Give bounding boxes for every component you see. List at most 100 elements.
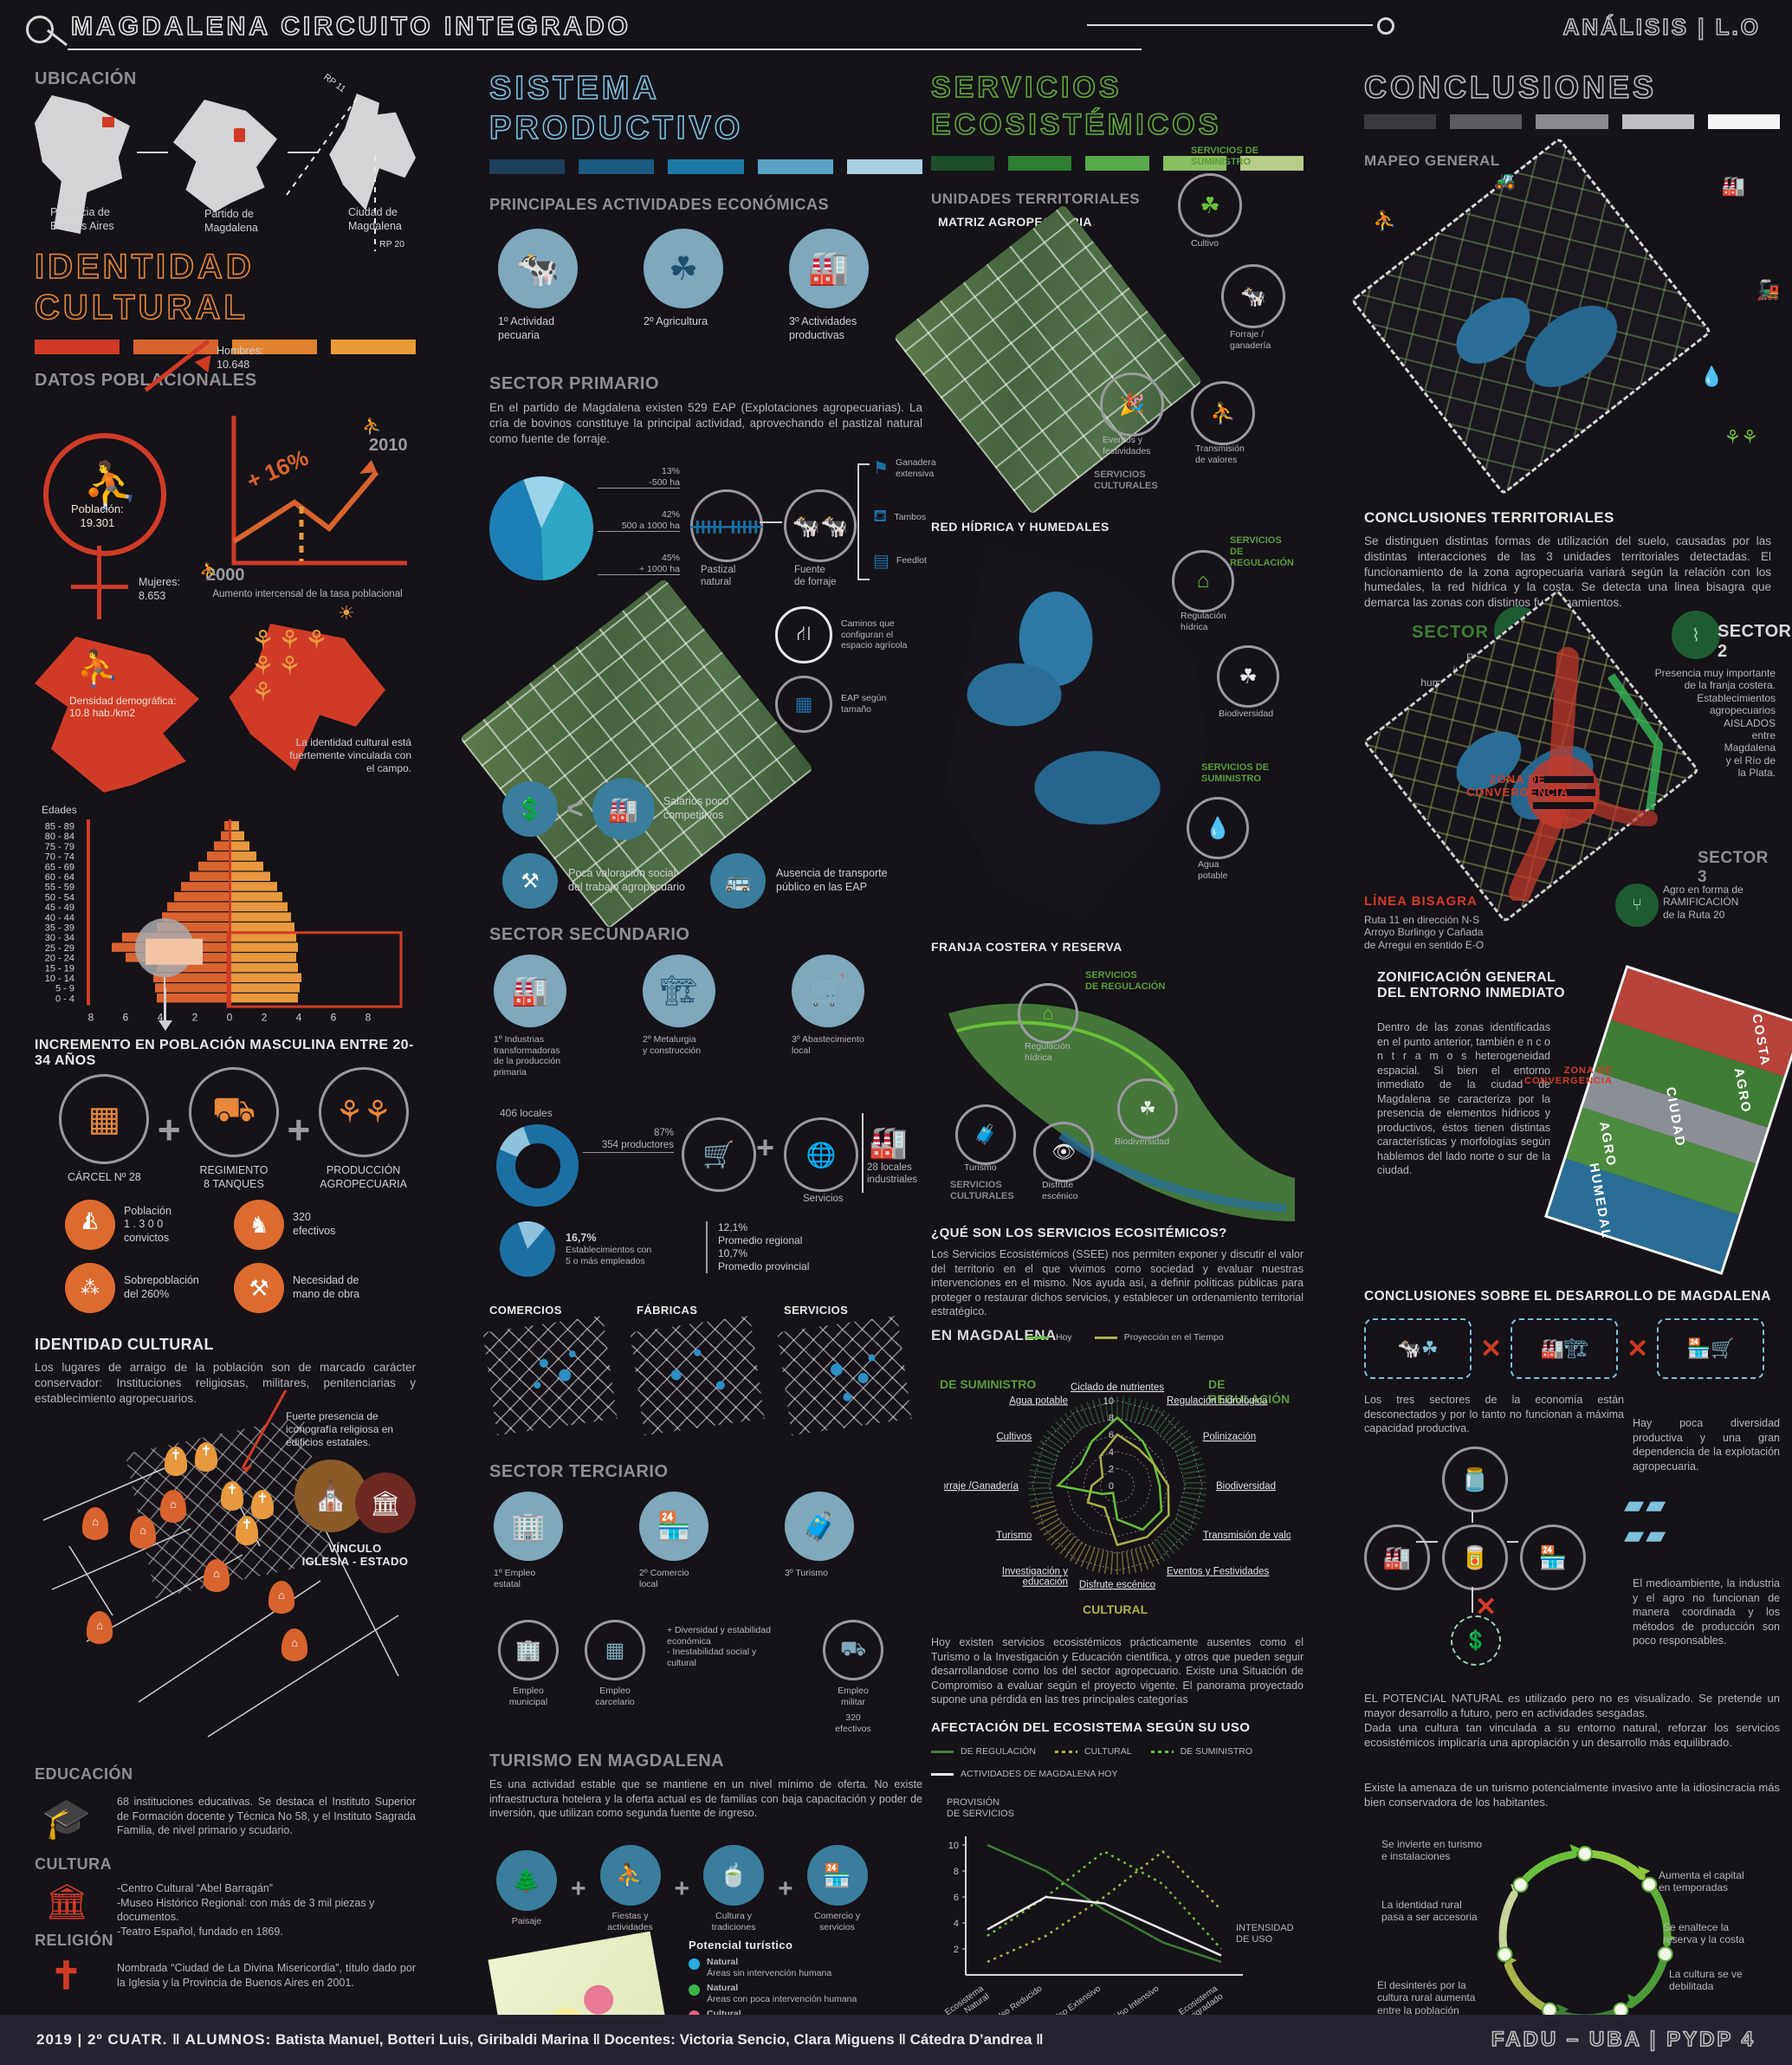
agua-icon: 💧 [1187,797,1249,859]
map-ciudad [329,94,416,210]
church-pin-icon: ✝ [236,1516,258,1545]
stat-efectivos-label: 320 efectivos [293,1211,336,1237]
farmer-icon: ⚒ [502,853,558,909]
bar-4 [1162,156,1226,171]
turismo-paisaje: 🌲 Paisaje [489,1850,564,1927]
agua-label: Agua potable [1198,859,1228,881]
svg-text:70 - 74: 70 - 74 [45,852,74,863]
cans-icon: 🥫 [1442,1524,1508,1590]
stat-mano-obra: ⚒ Necesidad de mano de obra [234,1263,359,1313]
identidad-bars [35,340,416,354]
red-map [945,546,1208,918]
column-sistema: SISTEMA PRODUCTIVO PRINCIPALES ACTIVIDAD… [459,69,936,2065]
afect-xlabel: INTENSIDAD DE USO [1236,1923,1294,1945]
salarios-label: Salarios poco competitivos [663,795,729,821]
mapeo-tile [1350,137,1712,495]
bar-1 [35,340,120,354]
pot1a: Natural [707,1957,739,1967]
terciario-3: 🧳 3º Turismo [785,1492,889,1589]
unidades-heading: UNIDADES TERRITORIALES [931,191,1141,207]
map-partido-highlight [234,128,245,142]
intercensal-caption: Aumento intercensal de la tasa poblacion… [212,589,403,599]
svg-text:0: 0 [227,1012,233,1024]
less-than-sign: < [566,792,584,825]
salarios-row: 💲 < 🏭 Salarios poco competitivos [502,778,729,840]
conclusiones-title: CONCLUSIONES [1363,68,1658,106]
terciario-heading: SECTOR TERCIARIO [489,1462,669,1481]
down-arrowhead [158,1020,172,1031]
pot2a: Natural [707,1983,739,1994]
suministro2-label: SERVICIOS DE SUMINISTRO [1201,762,1270,785]
eventos-icon: 🎉 [1100,372,1164,437]
svg-text:Transmisión de valores: Transmisión de valores [1203,1531,1291,1541]
bar-3 [232,340,317,354]
svg-text:4: 4 [1109,1447,1114,1458]
disfrute-label: Disfrute escénico [1042,1180,1078,1201]
factory-icon: 🏭 [789,229,869,308]
secundario-2-label: 2º Metalurgia y construcción [643,1034,702,1056]
turismo-items-row: 🌲 Paisaje + ⛹ Fiestas y actividades + 🍵 … [489,1845,875,1932]
svg-text:2010: 2010 [369,436,408,455]
educacion-heading: EDUCACIÓN [35,1765,133,1783]
footer-fadu: FADU – UBA | PYDP 4 [1491,2027,1756,2052]
secundario-2: 🏗 2º Metalurgia y construcción [643,955,755,1078]
svg-text:80 - 84: 80 - 84 [45,832,74,842]
regulacion-label: SERVICIOS DE REGULACIÓN [1230,535,1294,569]
zonas-bands: COSTA AGRO CIUDAD AGRO HUMEDAL [1544,965,1792,1275]
secundario-row: 🏭 1º Industrias transformadoras de la pr… [494,955,904,1078]
svg-text:2: 2 [954,1945,959,1955]
convict-icon: 🨅 [65,1200,115,1250]
territoriales-heading: CONCLUSIONES TERRITORIALES [1364,509,1614,526]
transmision-label: Transmisión de valores [1195,443,1245,465]
feedlot-icon: ▤ [873,552,890,571]
grass-icon: ᚔᚔ [690,489,763,562]
franja-heading: FRANJA COSTERA Y RESERVA [931,940,1122,954]
svg-text:45 - 49: 45 - 49 [45,903,74,913]
plus-t1: + [571,1874,586,1903]
ciclo-1: Se invierte en turismo e instalaciones [1381,1838,1483,1863]
leg-actividades-swatch [931,1772,954,1776]
svg-text:Disfrute escénico: Disfrute escénico [1079,1580,1155,1590]
divider-line [862,1113,864,1193]
estancia-pin-icon: ⌂ [82,1507,108,1540]
grupo-suministro-label: DE SUMINISTRO [940,1377,1037,1391]
svg-text:Polinización: Polinización [1203,1432,1256,1442]
religion-text: Nombrada “Ciudad de La Divina Misericord… [117,1962,416,1989]
pastizal-label: Pastizal natural [701,565,736,587]
bar-1 [1364,114,1437,129]
poblacion-value: Población: 19.301 [71,502,124,530]
bar-3 [1536,114,1608,129]
svg-text:60 - 64: 60 - 64 [45,872,74,883]
down-arrow-line [165,987,166,1022]
svg-text:⛹: ⛹ [362,417,381,435]
mate-icon: 🍵 [703,1845,765,1906]
svg-text:0: 0 [1109,1481,1114,1492]
flag-icon: ⚑ [873,459,889,479]
svg-text:55 - 59: 55 - 59 [45,883,74,893]
cart-icon: 🛒 [792,955,864,1027]
state-circle-icon: 🏛 [355,1473,416,1533]
bar-3 [668,159,744,174]
bar-5 [846,159,923,174]
graduation-icon: 🎓 [42,1796,92,1841]
map-partido [173,100,277,212]
sector-industria-box: 🏭🏗 [1511,1318,1619,1379]
svg-text:2: 2 [192,1012,198,1024]
shop-icon: 🏪 [639,1492,708,1561]
dotmap-servicios-map [777,1315,912,1436]
sector3-icon: ⑂ [1615,884,1659,927]
stat-mano-obra-label: Necesidad de mano de obra [293,1274,360,1300]
svg-text:6: 6 [1109,1430,1114,1440]
potencial-item-2: Natural Áreas con poca intervención human… [689,1983,914,2004]
tourism-icon: 🧳 [785,1492,854,1561]
turismo-fiestas-label: Fiestas y actividades [607,1911,653,1932]
chain-arrow [760,521,782,523]
arrow-2 [288,152,319,153]
rural-roads [42,1467,399,1738]
zonificacion-map: COSTA AGRO CIUDAD AGRO HUMEDAL ZONA DE C… [1524,965,1792,1275]
primario-heading: SECTOR PRIMARIO [489,374,660,393]
rp20-label: RP 20 [379,239,404,249]
